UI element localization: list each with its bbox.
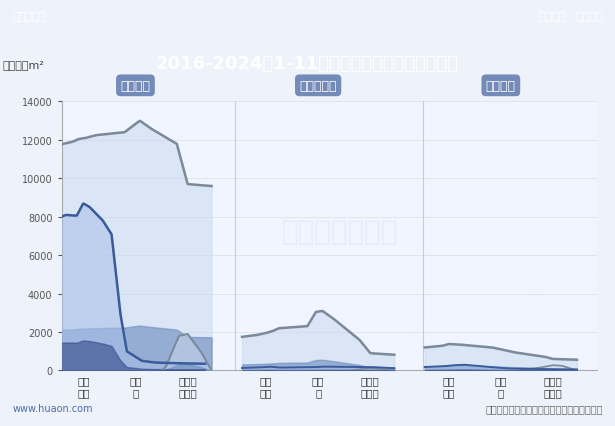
- Text: 专业严谨 · 客观科学: 专业严谨 · 客观科学: [539, 12, 603, 22]
- Text: 单位：万m²: 单位：万m²: [2, 60, 44, 70]
- Text: 施工面积: 施工面积: [121, 80, 151, 92]
- Text: 数据来源：国家统计局，华经产业研究院整理: 数据来源：国家统计局，华经产业研究院整理: [485, 403, 603, 413]
- Text: 新开工面积: 新开工面积: [300, 80, 337, 92]
- Text: www.huaon.com: www.huaon.com: [12, 403, 93, 413]
- Text: 华经产业研究院: 华经产业研究院: [282, 217, 398, 245]
- Text: 华经情报网: 华经情报网: [12, 12, 46, 22]
- Text: 2016-2024年1-11月吉林省房地产施工面积情况: 2016-2024年1-11月吉林省房地产施工面积情况: [156, 55, 459, 73]
- Text: 竣工面积: 竣工面积: [486, 80, 516, 92]
